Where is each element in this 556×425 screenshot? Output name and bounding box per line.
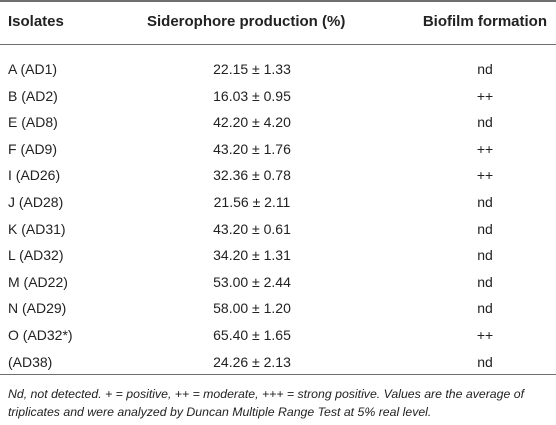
isolate-cell: K (AD31) bbox=[8, 220, 66, 237]
isolate-cell: J (AD28) bbox=[8, 193, 64, 210]
table-bottom-rule bbox=[0, 374, 556, 375]
table-row: O (AD32*) 65.40 ± 1.65 ++ bbox=[0, 322, 556, 349]
table-row: E (AD8) 42.20 ± 4.20 nd bbox=[0, 109, 556, 136]
table-header-rule bbox=[0, 44, 556, 45]
isolate-cell: F (AD9) bbox=[8, 140, 57, 157]
table-row: M (AD22) 53.00 ± 2.44 nd bbox=[0, 269, 556, 296]
siderophore-cell: 53.00 ± 2.44 bbox=[213, 273, 291, 290]
siderophore-cell: 43.20 ± 1.76 bbox=[213, 140, 291, 157]
siderophore-cell: 65.40 ± 1.65 bbox=[213, 326, 291, 343]
biofilm-cell: nd bbox=[477, 114, 493, 131]
biofilm-cell: ++ bbox=[476, 87, 494, 104]
siderophore-cell: 34.20 ± 1.31 bbox=[213, 247, 291, 264]
biofilm-cell: ++ bbox=[476, 167, 494, 184]
table-body: A (AD1) 22.15 ± 1.33 nd B (AD2) 16.03 ± … bbox=[0, 56, 556, 375]
header-siderophore-production: Siderophore production (%) bbox=[147, 13, 346, 30]
isolate-cell: B (AD2) bbox=[8, 87, 58, 104]
isolate-cell: A (AD1) bbox=[8, 61, 58, 77]
biofilm-cell: nd bbox=[477, 193, 493, 210]
siderophore-cell: 43.20 ± 0.61 bbox=[213, 220, 291, 237]
table-row: F (AD9) 43.20 ± 1.76 ++ bbox=[0, 136, 556, 163]
siderophore-cell: 24.26 ± 2.13 bbox=[213, 353, 291, 370]
biofilm-cell: nd bbox=[477, 273, 493, 290]
table-top-rule bbox=[0, 0, 556, 2]
biofilm-cell: nd bbox=[477, 353, 493, 370]
biofilm-cell: nd bbox=[477, 61, 493, 77]
isolate-cell: E (AD8) bbox=[8, 114, 58, 131]
table-row: K (AD31) 43.20 ± 0.61 nd bbox=[0, 216, 556, 243]
header-biofilm-formation: Biofilm formation bbox=[422, 13, 547, 30]
biofilm-cell: ++ bbox=[476, 140, 494, 157]
siderophore-cell: 42.20 ± 4.20 bbox=[213, 114, 291, 131]
biofilm-cell: ++ bbox=[476, 326, 494, 343]
isolate-cell: L (AD32) bbox=[8, 247, 64, 264]
biofilm-cell: nd bbox=[477, 220, 493, 237]
isolate-cell: O (AD32*) bbox=[8, 326, 73, 343]
siderophore-cell: 58.00 ± 1.20 bbox=[213, 300, 291, 317]
biofilm-cell: nd bbox=[477, 247, 493, 264]
isolate-cell: (AD38) bbox=[8, 353, 53, 370]
table-row: (AD38) 24.26 ± 2.13 nd bbox=[0, 349, 556, 376]
siderophore-cell: 21.56 ± 2.11 bbox=[213, 193, 291, 210]
table-row: I (AD26) 32.36 ± 0.78 ++ bbox=[0, 162, 556, 189]
header-isolates: Isolates bbox=[8, 13, 64, 30]
siderophore-cell: 32.36 ± 0.78 bbox=[213, 167, 291, 184]
table-row: A (AD1) 22.15 ± 1.33 nd bbox=[0, 56, 556, 83]
table-row: J (AD28) 21.56 ± 2.11 nd bbox=[0, 189, 556, 216]
biofilm-cell: nd bbox=[477, 300, 493, 317]
isolate-cell: I (AD26) bbox=[8, 167, 61, 184]
isolate-cell: M (AD22) bbox=[8, 273, 68, 290]
siderophore-cell: 16.03 ± 0.95 bbox=[213, 87, 291, 104]
table-footnote: Nd, not detected. + = positive, ++ = mod… bbox=[8, 387, 525, 419]
table-row: L (AD32) 34.20 ± 1.31 nd bbox=[0, 242, 556, 269]
siderophore-cell: 22.15 ± 1.33 bbox=[213, 61, 291, 77]
table-row: B (AD2) 16.03 ± 0.95 ++ bbox=[0, 83, 556, 110]
table-row: N (AD29) 58.00 ± 1.20 nd bbox=[0, 295, 556, 322]
isolate-cell: N (AD29) bbox=[8, 300, 67, 317]
